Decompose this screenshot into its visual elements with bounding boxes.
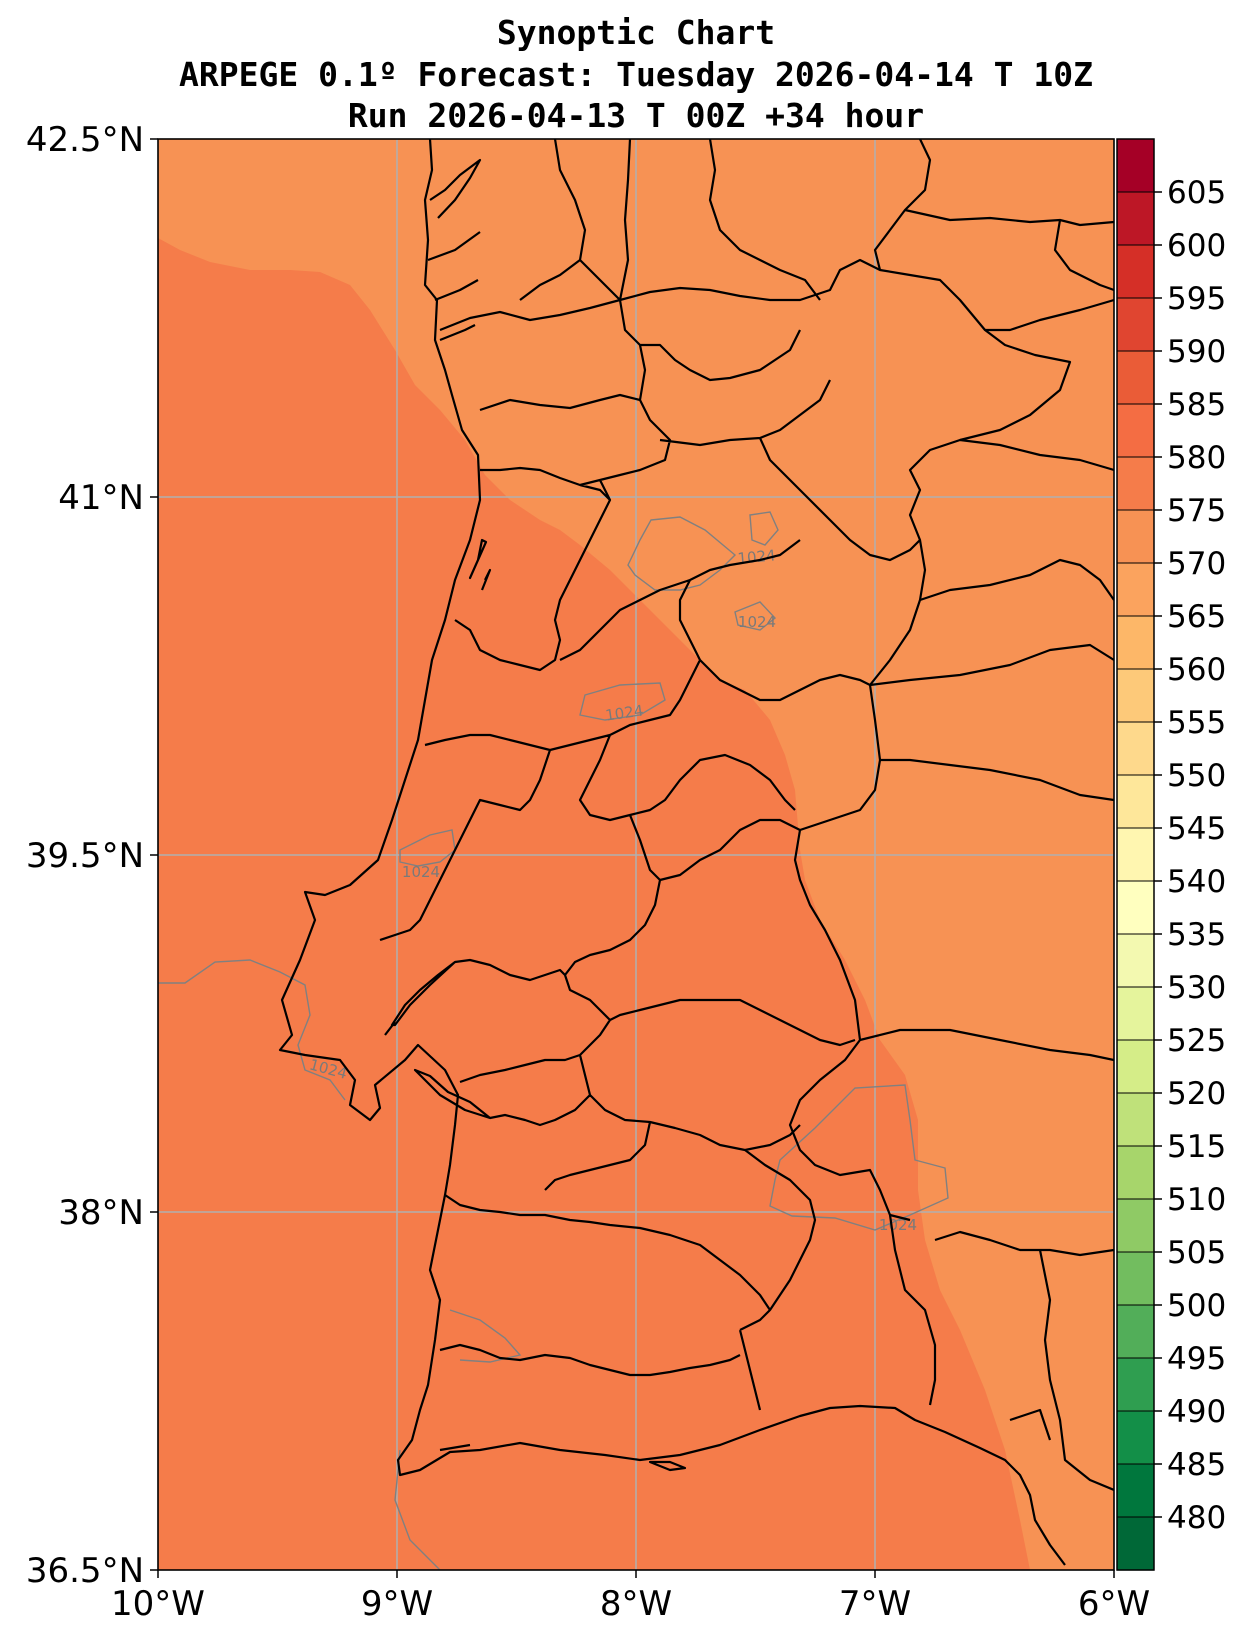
- colorbar-segment: [1117, 1093, 1154, 1147]
- colorbar-segment: [1117, 351, 1154, 405]
- colorbar-tick-label: 550: [1167, 758, 1226, 794]
- colorbar-segment: [1117, 139, 1154, 193]
- colorbar-segment: [1117, 616, 1154, 670]
- border-pt-es: [439, 258, 1072, 1406]
- colorbar-tick-label: 555: [1167, 705, 1226, 741]
- colorbar-segment: [1117, 669, 1154, 723]
- colorbar-tick-label: 595: [1167, 281, 1226, 317]
- colorbar-segment: [1117, 1252, 1154, 1306]
- colorbar-segment: [1117, 934, 1154, 988]
- x-tick-label: 6°W: [1078, 1584, 1150, 1624]
- coastline-and-borders: [278, 139, 1114, 1566]
- colorbar-tick-label: 575: [1167, 493, 1226, 529]
- colorbar: 605 600 595 590 585 580 575 570 565 560 555 550 545 5…: [1116, 138, 1226, 1571]
- y-tick-label: 38°N: [58, 1193, 144, 1233]
- coastline-tagus-estuary: [384, 960, 457, 1036]
- colorbar-segment: [1117, 987, 1154, 1041]
- colorbar-segment: [1117, 1040, 1154, 1094]
- isobar-label: 1024: [604, 701, 644, 724]
- colorbar-segment: [1117, 1411, 1154, 1465]
- isobar-contour: [394, 1449, 441, 1570]
- colorbar-segment: [1117, 775, 1154, 829]
- isobars-1024: [158, 511, 949, 1570]
- x-axis: [157, 1570, 1115, 1578]
- colorbar-tick-label: 520: [1167, 1076, 1226, 1112]
- colorbar-segment: [1117, 1517, 1154, 1571]
- colorbar-tick-label: 495: [1167, 1341, 1226, 1377]
- colorbar-tick-label: 535: [1167, 917, 1226, 953]
- y-tick-label: 42.5°N: [26, 120, 144, 160]
- colorbar-tick-label: 490: [1167, 1394, 1226, 1430]
- border-pt-districts: [379, 139, 921, 1452]
- isobar-label: 1024: [738, 613, 776, 631]
- y-axis-labels: 42.5°N 41°N 39.5°N 38°N 36.5°N: [26, 120, 144, 1591]
- colorbar-tick-label: 510: [1167, 1182, 1226, 1218]
- coastline-west: [278, 139, 1066, 1566]
- colorbar-segment: [1117, 881, 1154, 935]
- colorbar-tick-label: 515: [1167, 1129, 1226, 1165]
- border-es-internal: [859, 139, 1114, 1492]
- chart-subtitle-forecast: ARPEGE 0.1º Forecast: Tuesday 2026-04-14…: [179, 55, 1093, 94]
- colorbar-segment: [1117, 1464, 1154, 1518]
- isobar-label: 1024: [402, 863, 440, 881]
- coastline-ria-formosa: [648, 1460, 687, 1472]
- x-tick-label: 7°W: [839, 1584, 911, 1624]
- x-tick-label: 8°W: [600, 1584, 672, 1624]
- colorbar-tick-label: 480: [1167, 1500, 1226, 1536]
- colorbar-segment: [1117, 245, 1154, 299]
- colorbar-tick-label: 525: [1167, 1023, 1226, 1059]
- coastline-rias: [427, 158, 482, 342]
- isobar-contour: [399, 829, 456, 867]
- isobar-contour: [158, 959, 346, 1101]
- colorbar-tick-label: 540: [1167, 864, 1226, 900]
- x-tick-label: 10°W: [111, 1584, 205, 1624]
- colorbar-tick-label: 500: [1167, 1288, 1226, 1324]
- colorbar-segment: [1117, 1146, 1154, 1200]
- colorbar-segment: [1117, 1199, 1154, 1253]
- colorbar-segment: [1117, 192, 1154, 246]
- y-tick-label: 39.5°N: [26, 836, 144, 876]
- colorbar-segment: [1117, 404, 1154, 458]
- colorbar-segment: [1117, 457, 1154, 511]
- isobar-contour: [627, 516, 737, 591]
- isobar-contour: [579, 682, 666, 721]
- graticule: [158, 139, 1114, 1570]
- colorbar-tick-label: 545: [1167, 811, 1226, 847]
- colorbar-tick-label: 530: [1167, 970, 1226, 1006]
- colorbar-tick-label: 560: [1167, 652, 1226, 688]
- map-panel: 1024 1024 1024 1024 1024 1024: [158, 139, 1114, 1570]
- colorbar-segment: [1117, 1358, 1154, 1412]
- chart-subtitle-run: Run 2026-04-13 T 00Z +34 hour: [348, 96, 924, 135]
- colorbar-tick-label: 505: [1167, 1235, 1226, 1271]
- y-tick-label: 41°N: [58, 478, 144, 518]
- colorbar-segment: [1117, 563, 1154, 617]
- y-axis: [150, 138, 158, 1571]
- x-axis-labels: 10°W 9°W 8°W 7°W 6°W: [111, 1584, 1150, 1624]
- colorbar-tick-label: 580: [1167, 440, 1226, 476]
- colorbar-tick-label: 605: [1167, 175, 1226, 211]
- colorbar-tick-label: 570: [1167, 546, 1226, 582]
- isobar-label: 1024: [879, 1216, 917, 1234]
- isobar-contour: [769, 1084, 949, 1231]
- isobar-contour: [749, 511, 779, 546]
- coastline-sado-estuary: [413, 1068, 492, 1120]
- colorbar-segment: [1117, 828, 1154, 882]
- isobar-contour: [734, 601, 777, 631]
- y-tick-label: 36.5°N: [26, 1551, 144, 1591]
- colorbar-frame: [1116, 138, 1155, 1571]
- colorbar-tick-label: 585: [1167, 387, 1226, 423]
- colorbar-segment: [1117, 722, 1154, 776]
- chart-title: Synoptic Chart: [497, 13, 775, 52]
- colorbar-segment: [1117, 1305, 1154, 1359]
- coastline-aveiro-lagoon: [468, 538, 492, 591]
- colorbar-segment: [1117, 510, 1154, 564]
- colorbar-tick-label: 590: [1167, 334, 1226, 370]
- colorbar-tick-label: 600: [1167, 228, 1226, 264]
- isobar-contour: [449, 1309, 522, 1363]
- x-tick-label: 9°W: [361, 1584, 433, 1624]
- colorbar-segment: [1117, 298, 1154, 352]
- colorbar-tick-label: 565: [1167, 599, 1226, 635]
- colorbar-tick-label: 485: [1167, 1447, 1226, 1483]
